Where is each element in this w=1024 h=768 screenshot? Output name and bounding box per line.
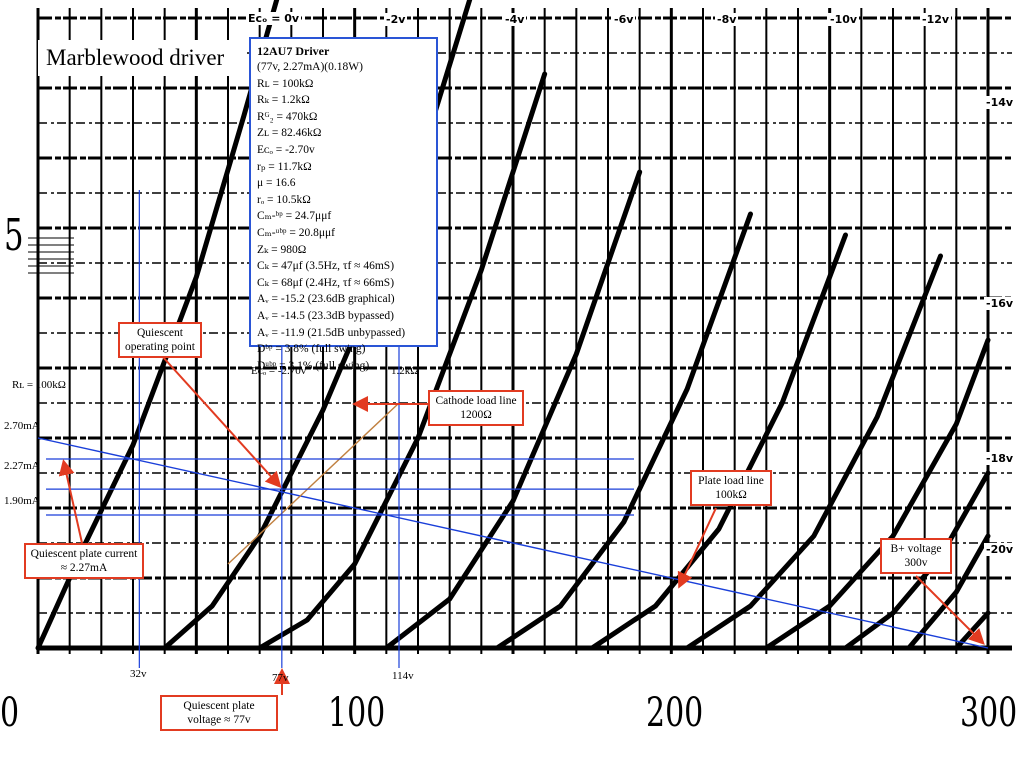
x-tick-label-0: 0 <box>0 690 20 736</box>
rl-label: Rʟ = 100kΩ <box>12 379 66 391</box>
curve-series <box>843 470 991 651</box>
info-lines: (77v, 2.27mA)(0.18W) Rʟ = 100kΩ Rₖ = 1.2kΩ… <box>257 59 436 374</box>
callout-arrows <box>58 355 985 695</box>
cathode-load-line <box>227 402 400 565</box>
x-tick-label-300: 300 <box>960 690 1018 736</box>
curve-label-0v: Eᴄₒ = 0v <box>246 12 302 25</box>
callout-plate-current: Quiescent plate current ≈ 2.27mA <box>24 543 144 579</box>
curve-label-8v: -8v <box>715 13 739 26</box>
info-line: Aᵥ = -11.9 (21.5dB unbypassed) <box>257 326 406 339</box>
curve-label-4v: -4v <box>503 13 527 26</box>
info-panel: 12AU7 Driver (77v, 2.27mA)(0.18W) Rʟ = 10… <box>249 37 438 372</box>
callout-plate-load-line: Plate load line 100kΩ <box>690 470 772 506</box>
curve-series <box>257 71 548 651</box>
curve-series <box>763 337 991 651</box>
callout-arrow <box>677 507 717 589</box>
info-line: Dᵘᵇᵖ = 3.1% (full swing) <box>257 359 370 372</box>
current-label-227: 2.27mA <box>4 460 40 472</box>
callout-cathode-load-line: Cathode load line 1200Ω <box>428 390 524 426</box>
info-line: Cₘ-ᵇᵖ = 24.7μμf <box>257 210 332 223</box>
info-line: Cₖ = 68μf (2.4Hz, τf ≈ 66mS) <box>257 276 395 289</box>
callout-plate-voltage: Quiescent plate voltage ≈ 77v <box>160 695 278 731</box>
chart-title: Marblewood driver <box>38 40 246 76</box>
info-line: Eᴄₒ = -2.70v <box>257 143 315 156</box>
curve-label-2v: -2v <box>384 13 408 26</box>
callout-quiescent-point: Quiescent operating point <box>118 322 202 358</box>
info-line: rₚ = 11.7kΩ <box>257 160 312 173</box>
curve-label-20v: -20v <box>984 543 1016 556</box>
curve-series <box>906 533 991 651</box>
callout-arrow <box>915 575 985 645</box>
characteristic-curves <box>35 0 991 651</box>
curve-label-12v: -12v <box>920 13 952 26</box>
info-line: Dᵇᵖ = 3.8% (full swing) <box>257 343 366 356</box>
voltage-label-114: 114v <box>392 670 414 682</box>
info-line: Aᵥ = -14.5 (23.3dB bypassed) <box>257 309 394 322</box>
voltage-label-32: 32v <box>130 668 147 680</box>
info-line: μ = 16.6 <box>257 177 296 190</box>
x-tick-label-100: 100 <box>328 690 386 736</box>
curve-series <box>589 232 848 651</box>
curve-series <box>494 211 753 651</box>
curve-series <box>383 169 643 651</box>
callout-arrow <box>58 459 83 544</box>
curve-series <box>684 253 943 651</box>
info-line: Cₖ = 47μf (3.5Hz, τf ≈ 46mS) <box>257 260 395 273</box>
info-line: Rᴳ₂ = 470kΩ <box>257 110 318 123</box>
curve-label-16v: -16v <box>984 297 1016 310</box>
curve-label-10v: -10v <box>828 13 860 26</box>
info-line: Zʟ = 82.46kΩ <box>257 127 322 140</box>
curve-label-6v: -6v <box>612 13 636 26</box>
current-label-190: 1.90mA <box>4 495 40 507</box>
eco-op-label: Eᴄₒ = -2.70v <box>251 365 307 377</box>
info-line: rₒ = 10.5kΩ <box>257 193 311 206</box>
info-line: Rʟ = 100kΩ <box>257 77 314 90</box>
y-tick-label-5: 5 <box>4 210 24 261</box>
plate-load-line <box>37 437 989 649</box>
info-heading: 12AU7 Driver <box>257 44 330 58</box>
info-line: (77v, 2.27mA)(0.18W) <box>257 61 363 73</box>
info-line: Cₘ-ᵘᵇᵖ = 20.8μμf <box>257 226 335 239</box>
callout-arrow <box>161 355 282 489</box>
x-tick-label-200: 200 <box>646 690 704 736</box>
curve-label-14v: -14v <box>984 96 1016 109</box>
info-line: Zₖ = 980Ω <box>257 243 307 256</box>
info-line: Rₖ = 1.2kΩ <box>257 94 310 107</box>
cathode-r-label: 1.2kΩ <box>391 365 419 377</box>
curve-label-18v: -18v <box>984 452 1016 465</box>
info-line: Aᵥ = -15.2 (23.6dB graphical) <box>257 293 395 306</box>
current-label-270: 2.70mA <box>4 420 40 432</box>
voltage-label-77: 77v <box>272 672 289 684</box>
callout-bplus-voltage: B+ voltage 300v <box>880 538 952 574</box>
